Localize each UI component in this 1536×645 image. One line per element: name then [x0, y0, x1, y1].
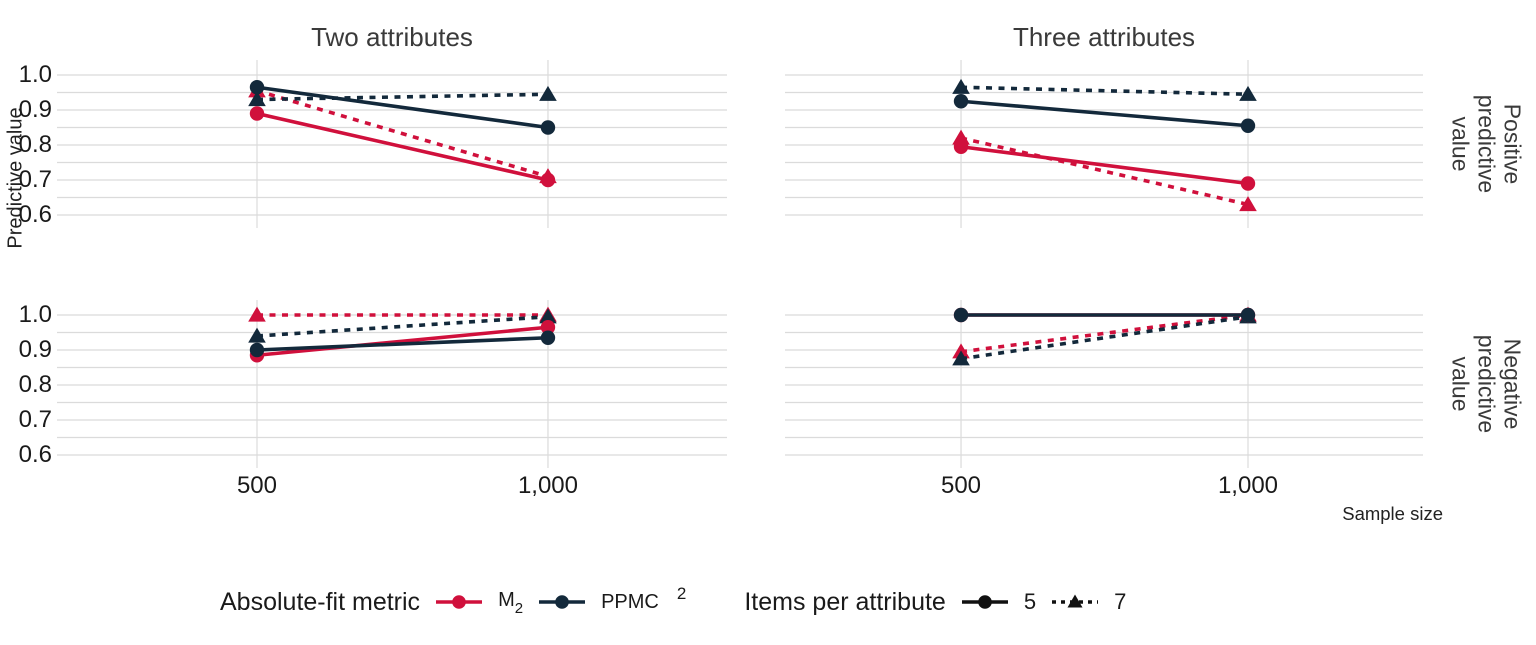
x-tick-label: 1,000 [517, 472, 578, 499]
legend: Absolute-fit metric M2 PPMC 2 Items per … [220, 580, 1126, 624]
legend-key-m2-icon [436, 592, 483, 612]
series-line-m2-7items [960, 136, 1249, 207]
y-tick-label: 0.8 [18, 371, 52, 398]
y-tick-label: 1.0 [18, 61, 52, 88]
triangle-marker-icon [1239, 85, 1257, 101]
row-strip-positive-predictive-value: Positive predictive value [1448, 94, 1526, 194]
facet-title-three-attributes: Three attributes [1012, 22, 1196, 52]
series-line-m2-5items [960, 144, 1249, 186]
x-tick-label: 500 [940, 472, 982, 499]
y-tick-label: 0.6 [18, 441, 52, 468]
series-line-m2-7items [960, 313, 1249, 354]
x-tick-label: 500 [236, 472, 277, 499]
circle-marker-icon [249, 342, 265, 358]
legend-label-7-items: 7 [1114, 589, 1127, 614]
triangle-marker-icon [952, 129, 970, 145]
legend-label-m2: M2 [498, 589, 524, 617]
x-axis-title: Sample size [1342, 503, 1443, 524]
series-line-m2-5items [256, 111, 549, 182]
y-tick-label: 1.0 [18, 301, 52, 328]
series-line-ppmc-5items [960, 99, 1249, 128]
series-line-m2-7items [256, 89, 549, 179]
legend-key-7-items-icon [1052, 592, 1099, 612]
circle-marker-icon [249, 80, 265, 95]
circle-marker-icon [540, 120, 556, 135]
series-line-ppmc-5items [256, 335, 549, 352]
circle-marker-icon [1240, 307, 1256, 323]
circle-marker-icon [953, 94, 969, 109]
triangle-marker-icon [952, 78, 970, 94]
triangle-marker-icon [248, 306, 266, 322]
triangle-marker-icon [539, 85, 557, 101]
facet-title-two-attributes: Two attributes [311, 22, 473, 52]
circle-marker-icon [540, 320, 556, 335]
triangle-marker-icon [952, 350, 970, 366]
series-line-ppmc-7items [256, 314, 549, 338]
footnote-marker: 2 [676, 584, 687, 603]
legend-key-ppmc-icon [539, 592, 586, 612]
legend-title-items-per-attribute: Items per attribute [744, 587, 946, 616]
circle-marker-icon [953, 307, 969, 323]
panel-three-attributes-positive-predictive-value [785, 60, 1423, 228]
x-tick-label: 1,000 [1217, 472, 1279, 499]
circle-marker-icon [540, 172, 556, 188]
series-line-ppmc-7items [960, 85, 1249, 97]
y-tick-label: 0.7 [18, 166, 52, 193]
y-tick-label: 0.6 [18, 201, 52, 228]
panel-three-attributes-negative-predictive-value [785, 300, 1423, 468]
circle-marker-icon [953, 139, 969, 154]
triangle-marker-icon [539, 308, 557, 324]
circle-marker-icon [1240, 118, 1256, 133]
panel-two-attributes-positive-predictive-value [57, 60, 727, 228]
series-line-ppmc-7items [960, 314, 1249, 361]
y-tick-label: 0.9 [18, 336, 52, 363]
legend-title-absolute-fit-metric: Absolute-fit metric [220, 587, 421, 616]
series-line-ppmc-7items [256, 92, 549, 102]
series-line-m2-5items [256, 325, 549, 358]
series-line-ppmc-5items [256, 85, 549, 130]
y-tick-label: 0.9 [18, 96, 52, 123]
circle-marker-icon [1240, 176, 1256, 191]
triangle-marker-icon [248, 91, 266, 107]
y-tick-label: 0.7 [18, 406, 52, 433]
legend-label-5-items: 5 [1023, 589, 1037, 614]
triangle-marker-icon [248, 327, 266, 343]
legend-label-ppmc: PPMC [601, 590, 659, 613]
circle-marker-icon [540, 330, 556, 345]
row-strip-negative-predictive-value: Negative predictive value [1448, 334, 1526, 434]
panel-two-attributes-negative-predictive-value [57, 300, 727, 468]
legend-key-5-items-icon [961, 592, 1008, 612]
triangle-marker-icon [1239, 196, 1257, 212]
y-tick-label: 0.8 [18, 131, 52, 158]
circle-marker-icon [249, 106, 265, 121]
